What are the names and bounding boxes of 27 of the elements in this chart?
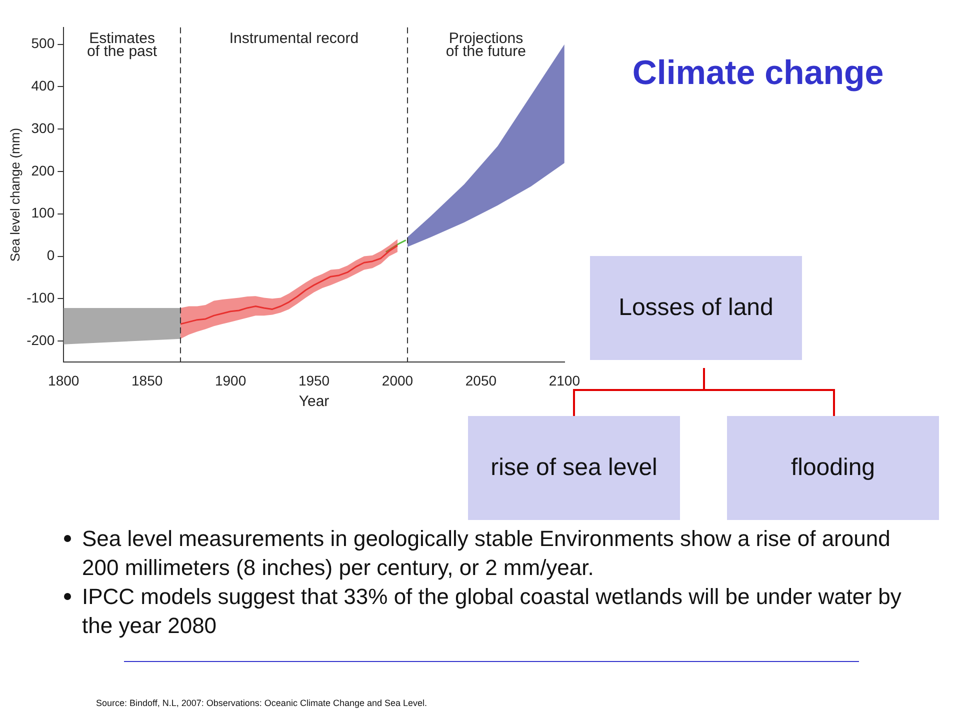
x-tick-label: 2000 xyxy=(382,372,414,388)
y-tick-label: 0 xyxy=(46,247,55,264)
annotation: Estimates of the past xyxy=(87,30,158,60)
text: flooding xyxy=(727,416,939,520)
y-tick-label: -100 xyxy=(26,289,55,306)
x-tick-label: 1900 xyxy=(214,372,246,388)
y-tick-label: 500 xyxy=(31,35,55,52)
y-tick-label: 100 xyxy=(31,204,55,221)
annotation: Projections of the future xyxy=(446,30,526,60)
y-tick-label: 300 xyxy=(31,120,55,136)
text: rise of sea level xyxy=(468,416,680,520)
x-tick-label: 1800 xyxy=(48,372,80,388)
y-tick-label: 400 xyxy=(31,78,55,94)
source-note: Source: Bindoff, N.L, 2007: Observations: Oceanic Climate Change and Sea Level. xyxy=(96,698,428,708)
x-axis-title: Year xyxy=(298,393,330,410)
y-axis-title: Sea level change (mm) xyxy=(7,128,22,262)
text: Sea level measurements in geologically stable Environments show a rise of around 200 millimeters (8 inches) per century, or 2 mm/year. xyxy=(81,525,892,582)
text: Climate change xyxy=(631,54,885,93)
annotation: Instrumental record xyxy=(229,30,359,48)
y-tick-label: -200 xyxy=(26,332,55,348)
x-tick-label: 1950 xyxy=(298,372,330,388)
x-tick-label: 2100 xyxy=(548,372,580,388)
text: IPCC models suggest that 33% of the global coastal wetlands will be under water by the year 2080 xyxy=(81,583,902,640)
x-tick-label: 2050 xyxy=(465,372,497,388)
x-tick-label: 1850 xyxy=(132,372,163,388)
y-tick-label: 200 xyxy=(31,162,55,178)
text: Losses of land xyxy=(590,256,802,360)
